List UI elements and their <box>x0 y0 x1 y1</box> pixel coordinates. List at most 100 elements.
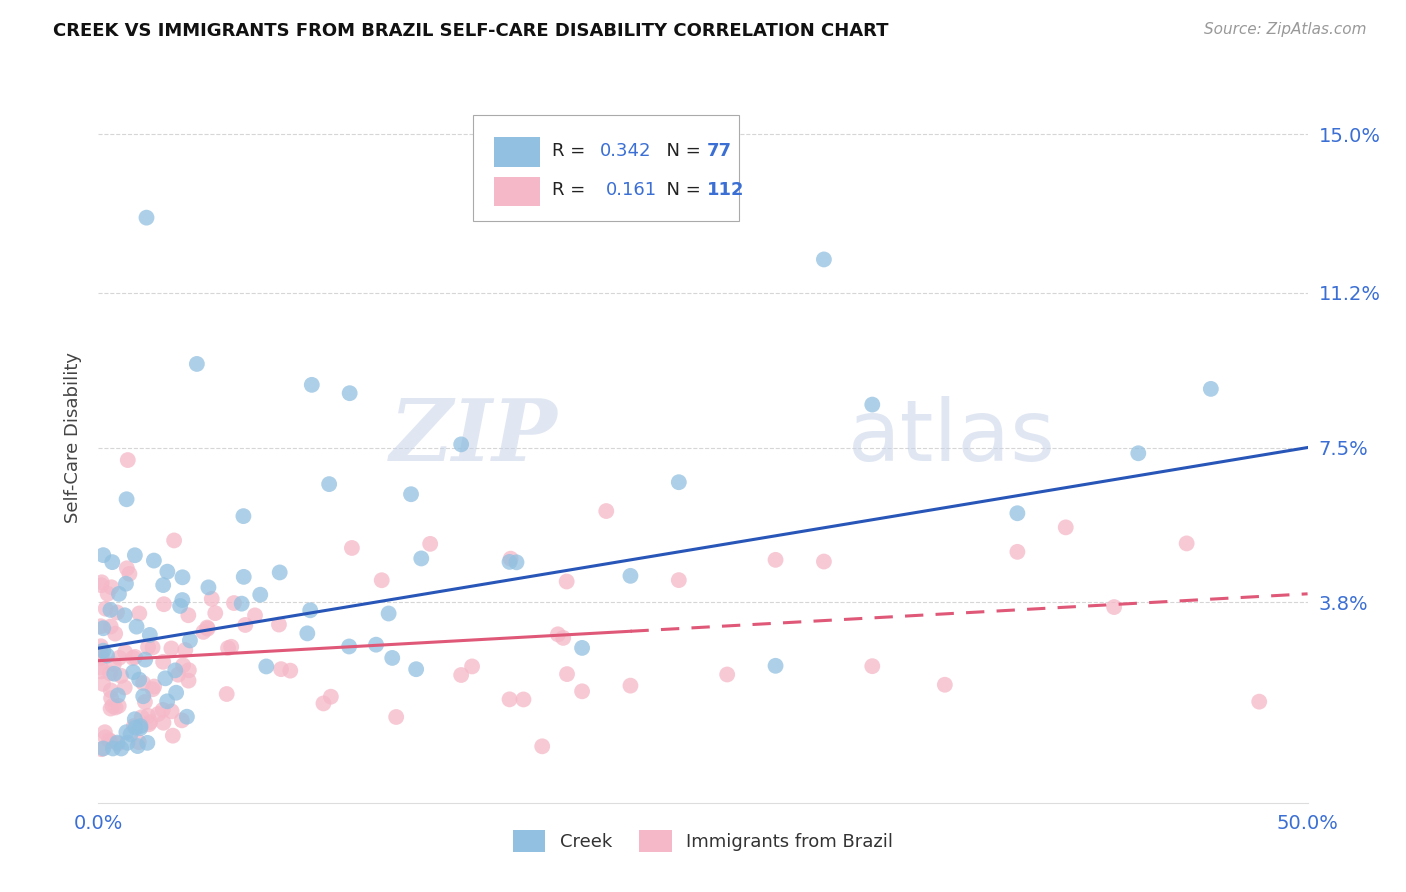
Point <box>934 678 956 692</box>
Point <box>91 741 114 756</box>
Point <box>1175 536 1198 550</box>
Y-axis label: Self-Care Disability: Self-Care Disability <box>65 351 83 523</box>
Point <box>668 573 690 587</box>
Point <box>97 587 120 601</box>
Point <box>1102 600 1125 615</box>
Point <box>115 725 138 739</box>
Point <box>122 665 145 680</box>
Point <box>170 714 193 728</box>
Point <box>142 682 165 697</box>
Point <box>101 555 124 569</box>
Point <box>716 667 738 681</box>
Point <box>668 475 690 490</box>
Point <box>115 492 138 507</box>
Point <box>1007 545 1029 559</box>
Point <box>91 677 114 691</box>
Point <box>146 706 169 721</box>
Point <box>169 599 191 613</box>
Legend: Creek, Immigrants from Brazil: Creek, Immigrants from Brazil <box>506 823 900 860</box>
Point <box>160 704 183 718</box>
Point <box>108 587 131 601</box>
Point <box>129 719 152 733</box>
Point <box>1128 446 1150 460</box>
Point <box>399 487 422 501</box>
Point <box>860 659 883 673</box>
Point <box>1249 695 1271 709</box>
Point <box>128 735 150 749</box>
Point <box>108 650 131 665</box>
Point <box>152 578 174 592</box>
Point <box>278 664 301 678</box>
Point <box>1054 520 1077 534</box>
Point <box>118 566 141 581</box>
Text: N =: N = <box>655 142 706 160</box>
Text: CREEK VS IMMIGRANTS FROM BRAZIL SELF-CARE DISABILITY CORRELATION CHART: CREEK VS IMMIGRANTS FROM BRAZIL SELF-CAR… <box>53 22 889 40</box>
Point <box>813 252 835 267</box>
Point <box>222 596 245 610</box>
Point <box>110 741 132 756</box>
Point <box>411 551 433 566</box>
Point <box>385 710 408 724</box>
Point <box>499 551 522 566</box>
Point <box>128 673 150 687</box>
Point <box>197 580 219 594</box>
Text: Source: ZipAtlas.com: Source: ZipAtlas.com <box>1204 22 1367 37</box>
Point <box>555 667 578 681</box>
Point <box>301 377 323 392</box>
Point <box>163 533 186 548</box>
Point <box>505 555 527 569</box>
Point <box>186 357 208 371</box>
Point <box>124 712 146 726</box>
Point <box>172 658 194 673</box>
Point <box>270 662 292 676</box>
Point <box>100 603 122 617</box>
Point <box>98 734 121 748</box>
Point <box>364 638 387 652</box>
Text: N =: N = <box>655 181 706 199</box>
Point <box>105 606 128 620</box>
Point <box>91 643 114 657</box>
Point <box>90 578 112 592</box>
Point <box>155 671 177 685</box>
Point <box>571 640 593 655</box>
Point <box>160 641 183 656</box>
Point <box>177 663 200 677</box>
Point <box>101 698 124 713</box>
Point <box>312 697 335 711</box>
Point <box>90 651 112 665</box>
Point <box>122 719 145 733</box>
Point <box>129 721 152 735</box>
Point <box>138 717 160 731</box>
Point <box>107 698 129 713</box>
Point <box>90 645 112 659</box>
Point <box>231 597 253 611</box>
Text: 112: 112 <box>707 181 744 199</box>
Point <box>571 684 593 698</box>
Text: 0.161: 0.161 <box>606 181 658 199</box>
Point <box>128 607 150 621</box>
Point <box>107 737 129 751</box>
Point <box>172 593 194 607</box>
Point <box>204 606 226 620</box>
Point <box>152 715 174 730</box>
Point <box>124 721 146 735</box>
Point <box>419 537 441 551</box>
Point <box>143 680 166 694</box>
Point <box>297 626 319 640</box>
Point <box>201 591 224 606</box>
Point <box>103 657 125 672</box>
Point <box>381 651 404 665</box>
Point <box>90 640 112 654</box>
Point <box>114 645 136 659</box>
Point <box>142 553 165 567</box>
Point <box>1199 382 1222 396</box>
Point <box>124 548 146 562</box>
Text: 0.342: 0.342 <box>600 142 652 160</box>
Point <box>219 640 242 654</box>
Point <box>152 655 174 669</box>
Point <box>136 640 159 654</box>
Point <box>249 588 271 602</box>
Point <box>152 703 174 717</box>
Point <box>100 691 122 706</box>
Point <box>269 566 291 580</box>
